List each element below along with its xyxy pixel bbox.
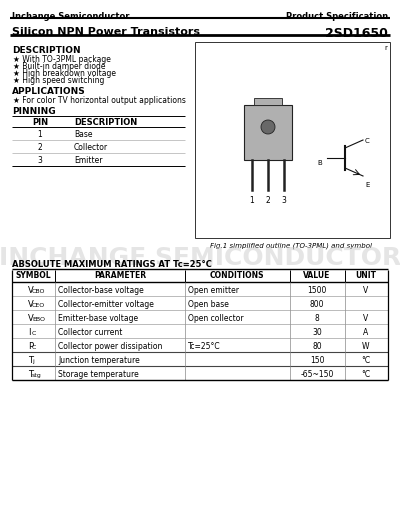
Text: V: V	[363, 314, 369, 323]
Text: V: V	[28, 314, 34, 323]
Text: Silicon NPN Power Transistors: Silicon NPN Power Transistors	[12, 27, 200, 37]
Text: Base: Base	[74, 130, 92, 139]
Text: C: C	[32, 345, 36, 350]
Text: DESCRIPTION: DESCRIPTION	[74, 118, 137, 127]
Text: DESCRIPTION: DESCRIPTION	[12, 46, 81, 55]
Text: Collector current: Collector current	[58, 328, 122, 337]
Text: CONDITIONS: CONDITIONS	[210, 271, 264, 280]
Text: V: V	[28, 286, 34, 295]
Text: 1500: 1500	[307, 286, 327, 295]
Text: T: T	[28, 370, 33, 379]
Text: APPLICATIONS: APPLICATIONS	[12, 87, 86, 96]
Circle shape	[261, 120, 275, 134]
Text: j: j	[32, 359, 34, 364]
Text: °C: °C	[362, 370, 370, 379]
Text: W: W	[362, 342, 370, 351]
Text: I: I	[28, 328, 30, 337]
Text: A: A	[363, 328, 369, 337]
Text: ★ Built-in damper diode: ★ Built-in damper diode	[13, 62, 106, 71]
Text: 30: 30	[312, 328, 322, 337]
Text: 3: 3	[38, 156, 42, 165]
Text: Open emitter: Open emitter	[188, 286, 239, 295]
Text: Tc=25°C: Tc=25°C	[188, 342, 221, 351]
Text: Open base: Open base	[188, 300, 229, 309]
Text: Collector power dissipation: Collector power dissipation	[58, 342, 162, 351]
Text: r: r	[384, 45, 387, 51]
Text: PIN: PIN	[32, 118, 48, 127]
Text: ★ With TO-3PML package: ★ With TO-3PML package	[13, 55, 111, 64]
Text: Collector: Collector	[74, 143, 108, 152]
Text: Emitter-base voltage: Emitter-base voltage	[58, 314, 138, 323]
Text: UNIT: UNIT	[356, 271, 376, 280]
Text: ★ High speed switching: ★ High speed switching	[13, 76, 104, 85]
Text: Inchange Semiconductor: Inchange Semiconductor	[12, 12, 130, 21]
Text: Storage temperature: Storage temperature	[58, 370, 139, 379]
Text: 150: 150	[310, 356, 324, 365]
Bar	[195, 42, 390, 238]
Text: °C: °C	[362, 356, 370, 365]
Text: B: B	[318, 160, 322, 166]
Text: VALUE: VALUE	[303, 271, 331, 280]
Text: PINNING: PINNING	[12, 107, 56, 116]
Text: Collector-emitter voltage: Collector-emitter voltage	[58, 300, 154, 309]
Text: E: E	[365, 182, 369, 188]
Text: EBO: EBO	[32, 317, 45, 322]
Text: P: P	[28, 342, 33, 351]
Text: ★ For color TV horizontal output applications: ★ For color TV horizontal output applica…	[13, 96, 186, 105]
Bar	[254, 98, 282, 105]
Text: Collector-base voltage: Collector-base voltage	[58, 286, 144, 295]
Text: 2: 2	[38, 143, 42, 152]
Text: 1: 1	[250, 196, 254, 205]
Text: Junction temperature: Junction temperature	[58, 356, 140, 365]
Text: -65~150: -65~150	[300, 370, 334, 379]
Text: stg: stg	[32, 373, 42, 378]
Text: 1: 1	[38, 130, 42, 139]
Text: Fig.1 simplified outline (TO-3PML) and symbol: Fig.1 simplified outline (TO-3PML) and s…	[210, 242, 372, 249]
Text: C: C	[365, 138, 370, 144]
Text: 3: 3	[282, 196, 286, 205]
Text: CEO: CEO	[32, 303, 45, 308]
Text: ★ High breakdown voltage: ★ High breakdown voltage	[13, 69, 116, 78]
Text: 2SD1650: 2SD1650	[325, 27, 388, 40]
Text: 80: 80	[312, 342, 322, 351]
Text: INCHANGE SEMICONDUCTOR: INCHANGE SEMICONDUCTOR	[0, 246, 400, 270]
Text: V: V	[28, 300, 34, 309]
Text: 2: 2	[266, 196, 270, 205]
Text: Emitter: Emitter	[74, 156, 102, 165]
Text: PARAMETER: PARAMETER	[94, 271, 146, 280]
Text: 800: 800	[310, 300, 324, 309]
Text: 8: 8	[315, 314, 319, 323]
Text: Open collector: Open collector	[188, 314, 244, 323]
Text: C: C	[32, 331, 36, 336]
Text: Product Specification: Product Specification	[286, 12, 388, 21]
Text: V: V	[363, 286, 369, 295]
Text: T: T	[28, 356, 33, 365]
Text: ABSOLUTE MAXIMUM RATINGS AT Tc=25°C: ABSOLUTE MAXIMUM RATINGS AT Tc=25°C	[12, 260, 212, 269]
Bar	[244, 105, 292, 160]
Text: CBO: CBO	[32, 289, 46, 294]
Text: SYMBOL: SYMBOL	[15, 271, 51, 280]
